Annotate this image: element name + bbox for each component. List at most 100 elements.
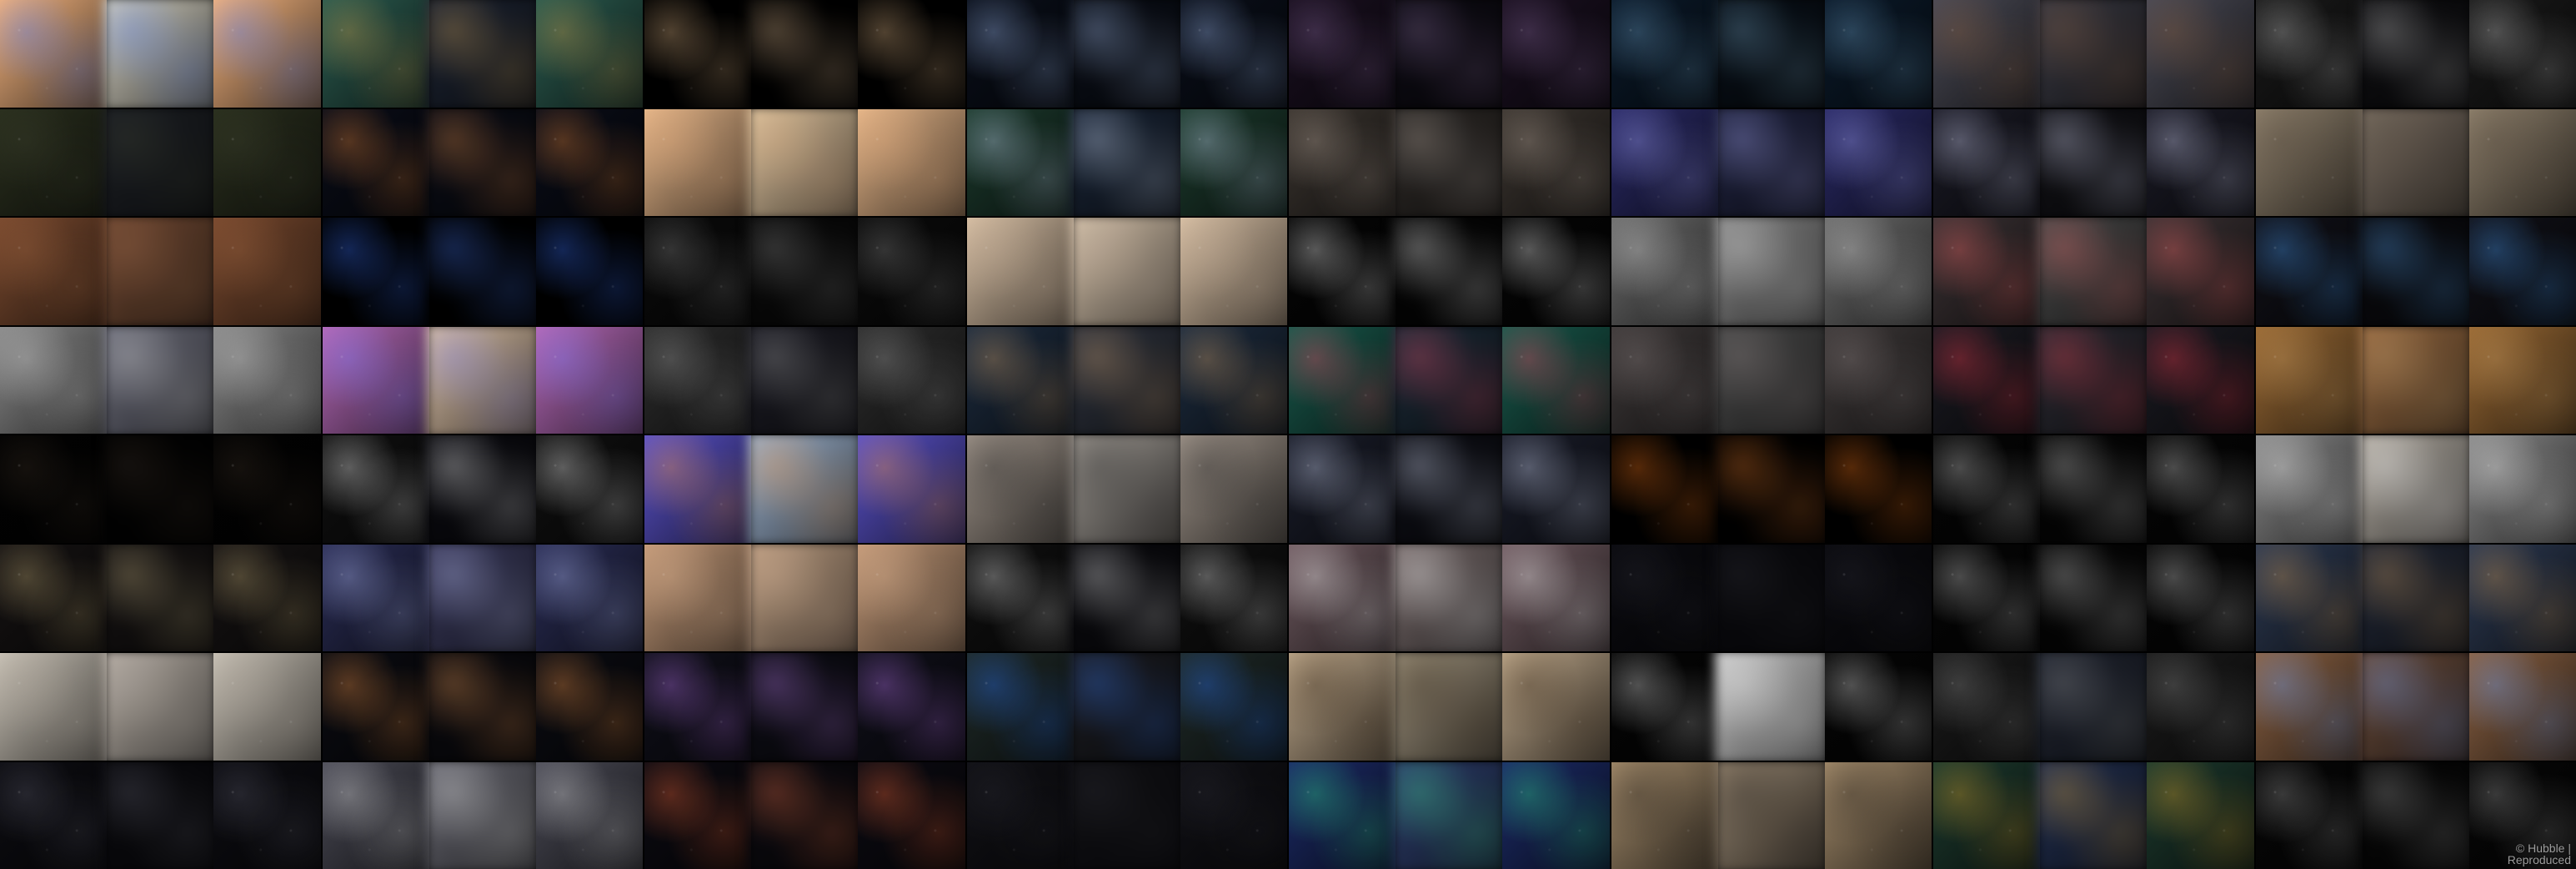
mosaic-group (966, 0, 1287, 108)
mosaic-tile (1070, 326, 1184, 434)
mosaic-tile (858, 108, 965, 216)
mosaic-tile (1502, 761, 1610, 869)
mosaic-tile (1502, 544, 1610, 651)
mosaic-tile (213, 435, 321, 543)
mosaic-tile (1392, 108, 1506, 216)
mosaic-tile (213, 761, 321, 869)
mosaic-tile (966, 326, 1074, 434)
mosaic-tile (1070, 0, 1184, 108)
mosaic-tile (213, 326, 321, 434)
mosaic-tile (1289, 0, 1396, 108)
mosaic-tile (2358, 0, 2473, 108)
mosaic-tile (2468, 653, 2576, 761)
mosaic-tile (966, 435, 1074, 543)
mosaic-tile (644, 544, 752, 651)
mosaic-tile (1502, 0, 1610, 108)
watermark-line-1: © Hubble | (2515, 841, 2571, 855)
mosaic-group (1933, 0, 2254, 108)
mosaic-tile (425, 326, 539, 434)
mosaic-tile (858, 653, 965, 761)
mosaic-tile (1502, 435, 1610, 543)
mosaic-tile (0, 761, 108, 869)
mosaic-group (1289, 326, 1610, 434)
mosaic-tile (1392, 218, 1506, 325)
mosaic-tile (644, 761, 752, 869)
mosaic-tile (2358, 108, 2473, 216)
mosaic-tile (644, 0, 752, 108)
mosaic-tile (1070, 435, 1184, 543)
mosaic-tile (2037, 761, 2151, 869)
mosaic-tile (2468, 435, 2576, 543)
mosaic-tile (1714, 108, 1828, 216)
mosaic-tile (2468, 326, 2576, 434)
mosaic-group (966, 218, 1287, 325)
mosaic-tile (2255, 544, 2363, 651)
mosaic-tile (1824, 653, 1932, 761)
mosaic-tile (1933, 0, 2041, 108)
mosaic-tile (2147, 218, 2254, 325)
mosaic-group (1611, 326, 1932, 434)
mosaic-tile (2255, 326, 2363, 434)
mosaic-tile (2358, 218, 2473, 325)
mosaic-group (1289, 653, 1610, 761)
mosaic-tile (103, 218, 218, 325)
mosaic-tile (1289, 218, 1396, 325)
mosaic-tile (1611, 0, 1718, 108)
mosaic-tile (1180, 653, 1287, 761)
mosaic-group (1289, 544, 1610, 651)
mosaic-tile (1714, 653, 1828, 761)
mosaic-tile (1611, 326, 1718, 434)
mosaic-tile (1070, 653, 1184, 761)
mosaic-group (644, 218, 965, 325)
mosaic-tile (2255, 653, 2363, 761)
mosaic-tile (425, 108, 539, 216)
mosaic-tile (2255, 761, 2363, 869)
mosaic-group (644, 326, 965, 434)
mosaic-tile (1933, 108, 2041, 216)
mosaic-tile (1933, 326, 2041, 434)
mosaic-tile (2147, 544, 2254, 651)
mosaic-tile (2037, 653, 2151, 761)
mosaic-tile (1180, 761, 1287, 869)
mosaic-tile (966, 761, 1074, 869)
mosaic-tile (1070, 544, 1184, 651)
mosaic-tile (2255, 218, 2363, 325)
mosaic-tile (322, 544, 429, 651)
mosaic-group (966, 544, 1287, 651)
mosaic-group (2255, 0, 2576, 108)
mosaic-tile (858, 544, 965, 651)
mosaic-tile (1714, 326, 1828, 434)
mosaic-tile (2037, 326, 2151, 434)
mosaic-tile (1502, 326, 1610, 434)
mosaic-tile (1611, 435, 1718, 543)
mosaic-tile (1180, 108, 1287, 216)
mosaic-tile (1824, 0, 1932, 108)
mosaic-tile (2147, 326, 2254, 434)
mosaic-tile (2037, 544, 2151, 651)
mosaic-group (966, 108, 1287, 216)
mosaic-tile (0, 218, 108, 325)
mosaic-tile (322, 108, 429, 216)
mosaic-tile (2468, 218, 2576, 325)
mosaic-tile (213, 108, 321, 216)
mosaic-tile (1392, 544, 1506, 651)
mosaic-group (322, 544, 643, 651)
mosaic-group (322, 435, 643, 543)
mosaic-tile (0, 108, 108, 216)
mosaic-tile (2147, 0, 2254, 108)
mosaic-tile (1180, 326, 1287, 434)
mosaic-tile (2147, 761, 2254, 869)
mosaic-group (2255, 544, 2576, 651)
mosaic-group (1289, 435, 1610, 543)
mosaic-tile (1824, 435, 1932, 543)
mosaic-tile (1392, 326, 1506, 434)
mosaic-tile (1714, 435, 1828, 543)
mosaic-group (0, 435, 321, 543)
mosaic-group (1611, 544, 1932, 651)
mosaic-tile (425, 544, 539, 651)
mosaic-tile (644, 218, 752, 325)
mosaic-tile (1611, 653, 1718, 761)
mosaic-tile (425, 218, 539, 325)
mosaic-group (1933, 435, 2254, 543)
